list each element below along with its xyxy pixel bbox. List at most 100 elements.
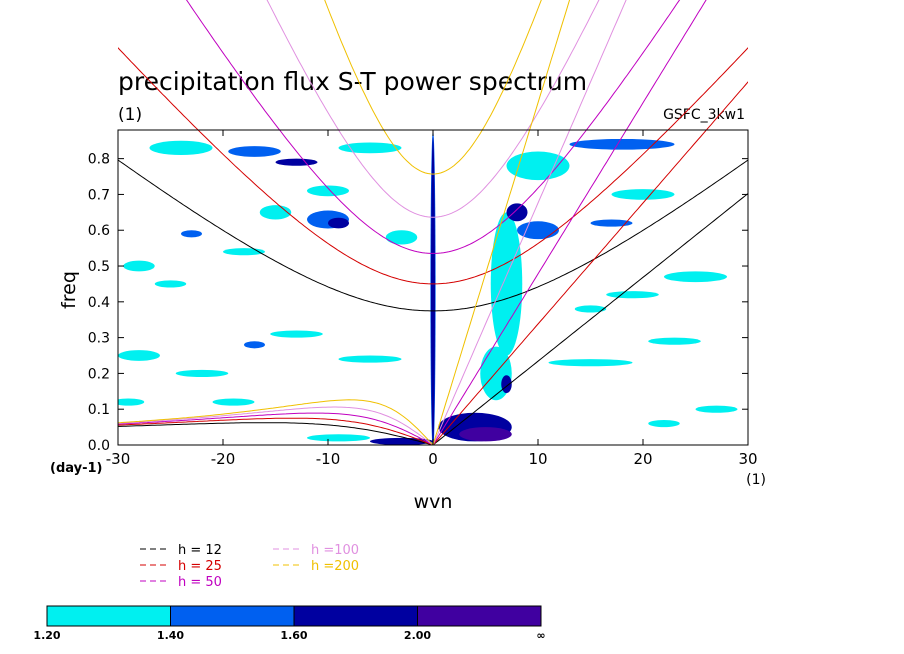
colorbar-label: ∞	[536, 629, 545, 642]
dispersion-curves	[118, 130, 748, 445]
power-blob	[223, 248, 265, 256]
power-blob	[244, 341, 265, 349]
y-axis: 0.0 0.1 0.2 0.3 0.4 0.5 0.6 0.7 0.8	[88, 152, 748, 454]
power-blob	[490, 212, 523, 356]
power-blob	[328, 217, 349, 229]
power-blob	[385, 230, 418, 245]
legend-label: h = 25	[178, 559, 222, 574]
power-blob	[259, 205, 292, 220]
colorbar-segment	[46, 605, 171, 627]
x-tick-label: -20	[211, 450, 236, 468]
curve-extension	[118, 47, 748, 130]
power-blob	[228, 146, 281, 157]
kelvin-curve	[432, 130, 531, 445]
rossby-curve	[118, 406, 434, 445]
kelvin-curve	[432, 130, 627, 445]
y-tick-label: 0.0	[88, 438, 110, 454]
power-blob	[648, 419, 680, 428]
power-blob	[574, 305, 607, 313]
dispersion-curves-overflow	[118, 0, 748, 130]
power-blob	[175, 369, 229, 377]
power-blob	[338, 355, 402, 363]
power-blob	[506, 151, 570, 181]
x-tick-label: 30	[738, 450, 757, 468]
power-blob	[307, 185, 349, 197]
power-blob	[338, 142, 402, 154]
y-tick-label: 0.1	[88, 402, 110, 418]
inertia-gravity-curve	[118, 159, 748, 312]
power-blob	[548, 359, 633, 367]
power-blob	[431, 137, 435, 445]
power-blob	[275, 158, 318, 166]
colorbar-label: 2.00	[404, 629, 431, 642]
colorbar-segment	[417, 605, 542, 627]
x-units-left: (day-1)	[50, 461, 102, 476]
power-blobs	[118, 130, 738, 445]
colorbar-label: 1.60	[280, 629, 307, 642]
curve-extension	[625, 0, 707, 130]
power-blob	[459, 427, 512, 442]
power-blob	[149, 140, 213, 156]
rossby-curve	[118, 422, 434, 445]
y-tick-label: 0.3	[88, 331, 110, 347]
power-blob	[307, 434, 370, 442]
y-tick-label: 0.4	[88, 295, 110, 311]
x-axis: -30 -20 -10 0 10 20 30	[106, 130, 758, 468]
rossby-curve	[118, 412, 434, 445]
y-tick-label: 0.6	[88, 223, 110, 239]
x-tick-label: 10	[528, 450, 547, 468]
x-axis-label: wvn	[414, 491, 453, 513]
power-blob	[118, 398, 145, 406]
inertia-gravity-curve	[278, 130, 588, 254]
legend-label: h =100	[311, 543, 359, 558]
power-blob	[664, 271, 727, 283]
units-label-top: (1)	[118, 105, 142, 125]
colorbar-label: 1.40	[157, 629, 184, 642]
power-blob	[569, 138, 675, 150]
y-tick-label: 0.2	[88, 366, 110, 382]
power-blob	[370, 437, 433, 445]
power-blob	[517, 221, 559, 240]
colorbar: 1.20 1.40 1.60 2.00 ∞	[33, 605, 546, 642]
chart-title: precipitation flux S-T power spectrum	[118, 67, 587, 96]
colorbar-segment	[293, 605, 418, 627]
y-tick-label: 0.5	[88, 259, 110, 275]
x-tick-label: -10	[316, 450, 341, 468]
power-blob	[506, 203, 528, 222]
kelvin-curve	[432, 192, 748, 445]
power-blob	[501, 375, 512, 394]
power-blob	[212, 398, 255, 406]
rossby-curve	[118, 399, 434, 445]
source-label: GSFC_3kw1	[663, 107, 745, 123]
y-axis-label: freq	[58, 271, 80, 309]
kelvin-curve	[432, 130, 571, 445]
x-tick-label: 0	[428, 450, 438, 468]
legend-label: h = 12	[178, 543, 222, 558]
y-tick-label: 0.8	[88, 152, 110, 168]
inertia-gravity-curve	[383, 130, 483, 175]
x-units-right: (1)	[746, 472, 766, 488]
power-blob	[118, 350, 160, 361]
inertia-gravity-curve	[197, 130, 669, 285]
y-tick-label: 0.7	[88, 187, 110, 203]
colorbar-segment	[170, 605, 295, 627]
power-blob	[695, 405, 738, 413]
power-blob	[123, 260, 155, 272]
power-blob	[590, 219, 633, 227]
power-blob	[611, 189, 675, 200]
x-tick-label: -30	[106, 450, 131, 468]
power-blob	[606, 291, 659, 299]
kelvin-curve	[432, 130, 708, 445]
legend-label: h = 50	[178, 575, 222, 590]
power-blob	[270, 330, 323, 338]
rossby-curve	[118, 417, 434, 445]
power-blob	[648, 337, 701, 345]
power-blob	[154, 280, 187, 288]
x-tick-label: 20	[633, 450, 652, 468]
power-blob	[181, 230, 202, 238]
legend-label: h =200	[311, 559, 359, 574]
inertia-gravity-curve	[338, 130, 528, 218]
colorbar-label: 1.20	[33, 629, 60, 642]
